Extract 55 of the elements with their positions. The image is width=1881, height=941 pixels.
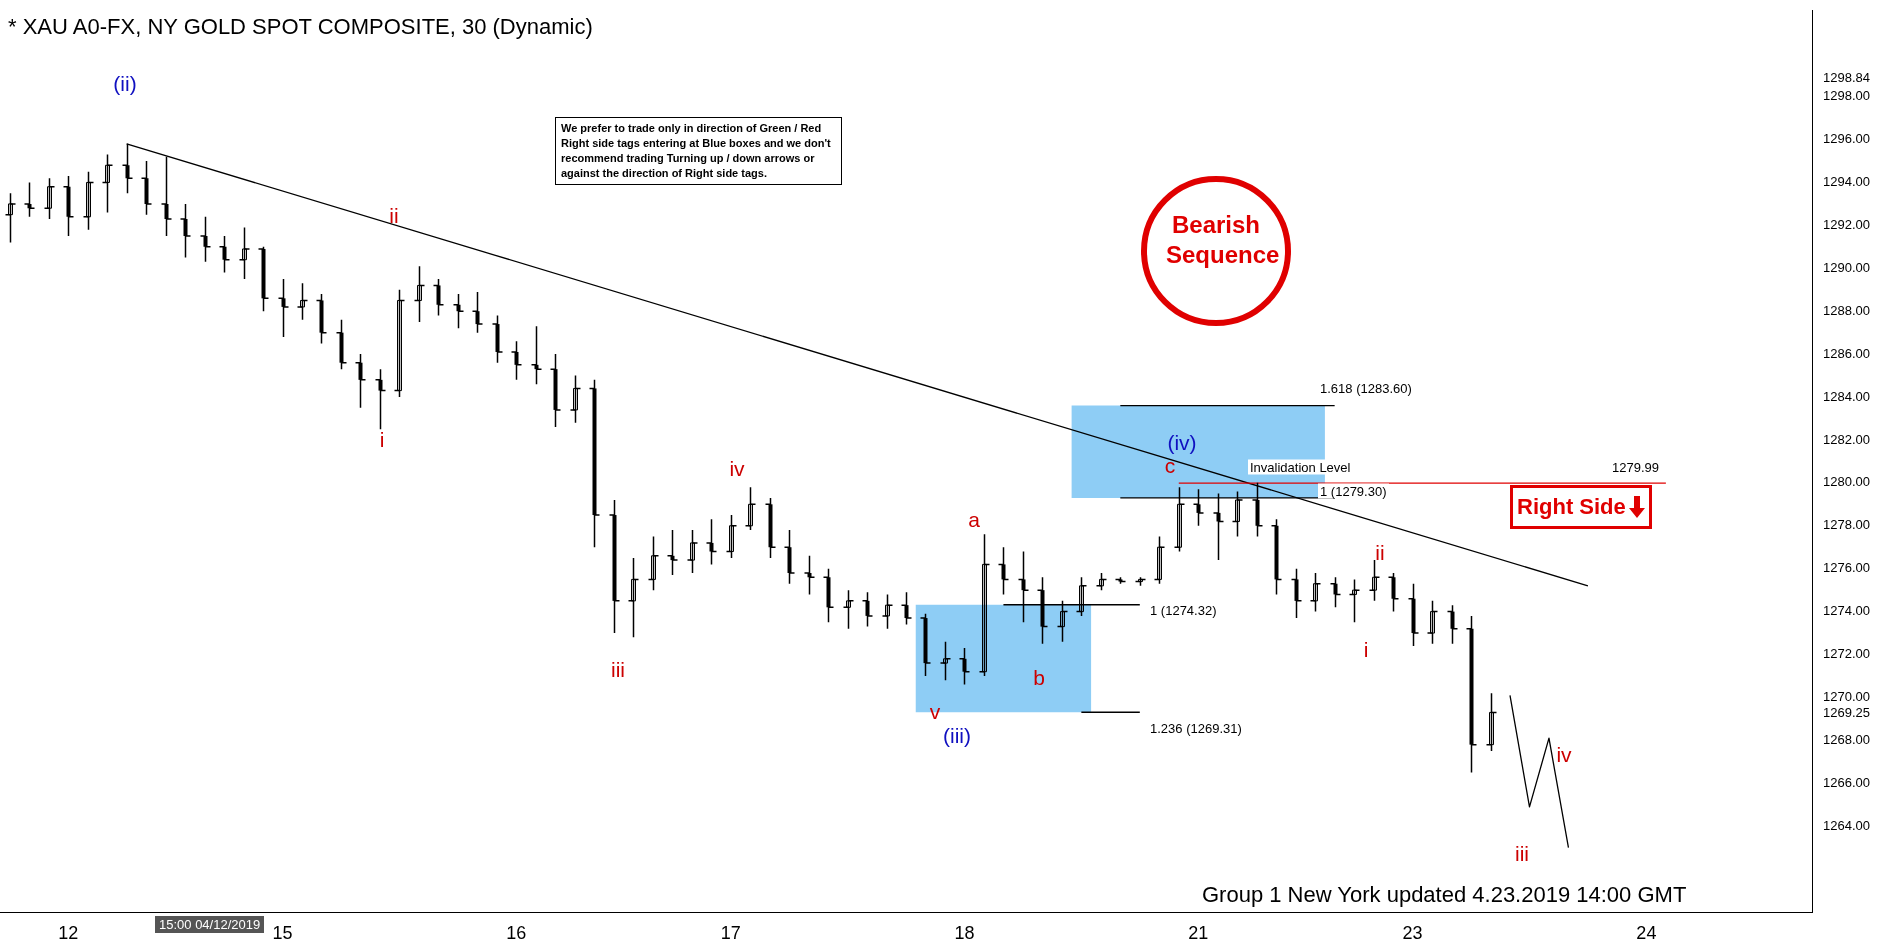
y-tick-label: 1290.00 xyxy=(1823,259,1870,275)
annotation: iii xyxy=(1515,842,1529,866)
x-tick-label: 16 xyxy=(506,922,527,941)
annotation: 1279.99 xyxy=(1610,459,1661,475)
annotation: iii xyxy=(611,658,625,682)
annotation: (ii) xyxy=(113,72,137,96)
annotation: 1.618 (1283.60) xyxy=(1318,380,1414,396)
y-tick-label: 1269.25 xyxy=(1823,705,1870,721)
y-tick-label: 1288.00 xyxy=(1823,302,1870,318)
text: 15:00 04/12/2019 xyxy=(155,916,265,933)
annotation: Group 1 New York updated 4.23.2019 14:00 GMT xyxy=(1202,882,1687,908)
x-tick-label: 17 xyxy=(720,922,741,941)
y-tick-label: 1298.84 xyxy=(1823,70,1870,86)
y-tick-label: 1270.00 xyxy=(1823,689,1870,705)
annotation: ii xyxy=(1375,541,1385,565)
x-tick-label: 24 xyxy=(1636,922,1657,941)
annotation: (iii) xyxy=(943,724,971,748)
annotation: We prefer to trade only in direction of Green / Red Right side tags entering at Blue boxes and we don't recommend trading Turning up / down arrows or against the direction of Right side tags. xyxy=(555,117,842,185)
annotation: i xyxy=(1363,638,1369,662)
y-tick-label: 1294.00 xyxy=(1823,174,1870,190)
y-tick-label: 1292.00 xyxy=(1823,216,1870,232)
y-tick-label: 1282.00 xyxy=(1823,431,1870,447)
annotation: c xyxy=(1164,454,1176,478)
annotation: Invalidation Level xyxy=(1248,459,1353,475)
y-tick-label: 1298.00 xyxy=(1823,88,1870,104)
y-tick-label: 1286.00 xyxy=(1823,345,1870,361)
y-tick-label: 1280.00 xyxy=(1823,474,1870,490)
annotation: a xyxy=(968,508,980,532)
x-tick-label: 21 xyxy=(1188,922,1209,941)
x-tick-label: 12 xyxy=(58,922,79,941)
x-tick-label: 15 xyxy=(272,922,293,941)
y-tick-label: 1284.00 xyxy=(1823,388,1870,404)
annotation: 1 (1279.30) xyxy=(1318,483,1389,499)
x-tick-label: 18 xyxy=(954,922,975,941)
x-tick-label: 23 xyxy=(1402,922,1423,941)
y-tick-label: 1274.00 xyxy=(1823,603,1870,619)
y-tick-label: 1266.00 xyxy=(1823,774,1870,790)
chart-title: * XAU A0-FX, NY GOLD SPOT COMPOSITE, 30 (Dynamic) xyxy=(8,14,593,40)
annotation: iv xyxy=(729,457,745,481)
annotation: (iv) xyxy=(1167,431,1197,455)
y-tick-label: 1278.00 xyxy=(1823,517,1870,533)
annotation: Right Side xyxy=(1517,494,1626,520)
y-tick-label: 1264.00 xyxy=(1823,817,1870,833)
y-tick-label: 1268.00 xyxy=(1823,731,1870,747)
annotation: 1 (1274.32) xyxy=(1148,602,1219,618)
annotation: v xyxy=(929,700,941,724)
annotation: 1.236 (1269.31) xyxy=(1148,720,1244,736)
annotation: iv xyxy=(1556,743,1572,767)
annotation: Bearish Sequence xyxy=(1166,210,1280,270)
annotation: ii xyxy=(389,204,399,228)
y-tick-label: 1296.00 xyxy=(1823,131,1870,147)
annotation: i xyxy=(379,428,385,452)
y-tick-label: 1272.00 xyxy=(1823,646,1870,662)
annotation: b xyxy=(1033,666,1045,690)
y-tick-label: 1276.00 xyxy=(1823,560,1870,576)
